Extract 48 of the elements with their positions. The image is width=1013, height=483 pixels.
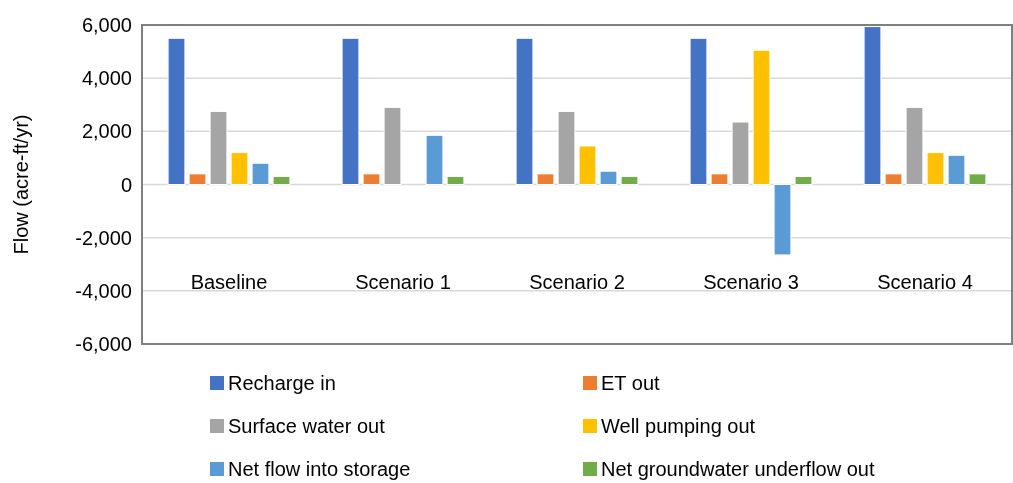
bar — [905, 106, 924, 185]
legend-label: Net flow into storage — [228, 458, 411, 480]
bar — [362, 173, 381, 185]
bar — [446, 176, 465, 185]
y-tick-label: 4,000 — [81, 67, 132, 90]
bar — [884, 173, 903, 185]
bar — [515, 37, 534, 185]
x-tick-label: Scenario 3 — [703, 271, 799, 293]
x-tick-label: Scenario 4 — [877, 271, 973, 293]
bar — [752, 49, 771, 185]
y-tick-label: 2,000 — [81, 120, 132, 143]
y-tick-label: -4,000 — [75, 279, 132, 302]
bar — [731, 121, 750, 185]
legend-label: Recharge in — [228, 372, 336, 394]
bar — [773, 184, 792, 256]
bar — [383, 106, 402, 185]
bar — [599, 170, 618, 185]
bar — [689, 37, 708, 185]
y-axis-title: Flow (acre-ft/yr) — [10, 114, 32, 255]
y-tick-label: 0 — [120, 173, 132, 196]
bar — [425, 134, 444, 185]
bar — [167, 37, 186, 185]
bar — [536, 173, 555, 185]
y-tick-label: -2,000 — [75, 226, 132, 249]
bar — [557, 110, 576, 185]
bar — [578, 145, 597, 185]
legend-label: Surface water out — [228, 415, 386, 437]
bar — [968, 173, 987, 185]
bar — [926, 152, 945, 185]
bar — [620, 176, 639, 185]
bar — [341, 37, 360, 185]
bar — [863, 26, 882, 185]
y-tick-label: 6,000 — [81, 14, 132, 36]
y-tick-label: -6,000 — [75, 333, 132, 355]
bar — [230, 152, 249, 185]
bar — [209, 110, 228, 185]
bar — [272, 176, 291, 185]
legend-label: Well pumping out — [601, 415, 756, 437]
x-tick-label: Baseline — [190, 271, 268, 293]
x-tick-label: Scenario 2 — [529, 271, 625, 293]
x-tick-label: Scenario 1 — [355, 271, 451, 293]
bar — [188, 173, 207, 185]
legend-label: Net groundwater underflow out — [601, 458, 875, 480]
bar — [251, 162, 270, 185]
bar — [794, 176, 813, 185]
bar — [710, 173, 729, 185]
bar — [947, 154, 966, 185]
legend-label: ET out — [601, 372, 660, 394]
